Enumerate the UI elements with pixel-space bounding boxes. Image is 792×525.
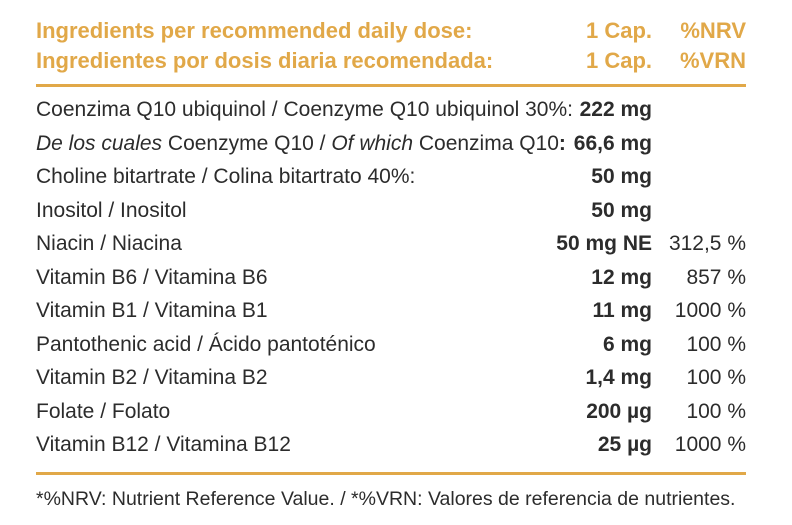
table-row: De los cuales Coenzyme Q10 / Of which Co… xyxy=(36,127,746,161)
ingredient-name-segment: Vitamin B1 / Vitamina B1 xyxy=(36,299,268,322)
ingredient-amount: 6 mg xyxy=(602,332,652,356)
ingredient-amount: 11 mg xyxy=(592,299,652,322)
header-nrv-column-english: %NRV xyxy=(680,18,746,43)
ingredient-name-segment: : xyxy=(558,131,566,155)
ingredient-name-segment: Of which xyxy=(331,131,419,155)
table-row: Folate / Folato 200 µg 100 % xyxy=(36,395,746,429)
ingredient-name: Vitamin B12 / Vitamina B12 xyxy=(36,428,598,462)
ingredient-nrv: 1000 % xyxy=(674,433,746,456)
ingredient-name: Choline bitartrate / Colina bitartrato 4… xyxy=(36,160,591,194)
footnote: *%NRV: Nutrient Reference Value. / *%VRN… xyxy=(36,487,736,510)
ingredient-nrv: 100 % xyxy=(686,332,746,356)
ingredient-name-segment: Vitamin B12 / Vitamina B12 xyxy=(36,433,291,456)
ingredient-name: Niacin / Niacina xyxy=(36,227,556,261)
ingredient-name: Pantothenic acid / Ácido pantoténico xyxy=(36,328,603,362)
ingredient-amount: 12 mg xyxy=(591,265,652,289)
header-title-spanish: Ingredientes por dosis diaria recomendad… xyxy=(36,48,494,73)
ingredient-name: Vitamin B2 / Vitamina B2 xyxy=(36,361,585,395)
ingredient-nrv: 100 % xyxy=(686,366,746,389)
table-row: Niacin / Niacina 50 mg NE 312,5 % xyxy=(36,227,746,261)
ingredient-name-segment: Inositol / Inositol xyxy=(36,198,187,222)
table-row: Vitamin B1 / Vitamina B1 11 mg 1000 % xyxy=(36,294,746,328)
ingredient-amount: 50 mg xyxy=(591,198,652,222)
table-row: Vitamin B12 / Vitamina B12 25 µg 1000 % xyxy=(36,428,746,462)
ingredient-name-segment: Coenzima Q10 xyxy=(418,131,559,155)
ingredient-name-segment: Pantothenic acid / Ácido pantoténico xyxy=(36,332,376,356)
table-row: Inositol / Inositol 50 mg xyxy=(36,194,746,228)
ingredient-amount: 66,6 mg xyxy=(573,131,652,155)
table-row: Coenzima Q10 ubiquinol / Coenzyme Q10 ub… xyxy=(36,93,746,127)
ingredient-name-segment: Folate / Folato xyxy=(36,399,171,423)
table-row: Pantothenic acid / Ácido pantoténico 6 m… xyxy=(36,328,746,362)
ingredient-amount: 1,4 mg xyxy=(585,366,652,389)
ingredient-nrv: 100 % xyxy=(686,399,746,423)
ingredient-name: Coenzima Q10 ubiquinol / Coenzyme Q10 ub… xyxy=(36,93,580,127)
ingredient-name-segment: Choline bitartrate / Colina bitartrato 4… xyxy=(36,165,416,188)
ingredient-amount: 50 mg xyxy=(591,165,652,188)
ingredient-nrv: 312,5 % xyxy=(668,232,746,255)
ingredient-amount: 222 mg xyxy=(579,98,652,121)
ingredient-name-segment: De los cuales xyxy=(36,131,168,155)
header-nrv-column-spanish: %VRN xyxy=(679,48,746,73)
ingredient-amount: 50 mg NE xyxy=(556,232,652,255)
ingredient-nrv: 1000 % xyxy=(674,299,746,322)
header-title-english: Ingredients per recommended daily dose: xyxy=(36,18,473,43)
header-divider xyxy=(36,84,746,87)
ingredient-name: Vitamin B6 / Vitamina B6 xyxy=(36,261,591,295)
table-row: Vitamin B6 / Vitamina B6 12 mg 857 % xyxy=(36,261,746,295)
ingredient-name-segment: Coenzyme Q10 / xyxy=(167,131,332,155)
footer-divider xyxy=(36,471,746,475)
header-dose-column-english: 1 Cap. xyxy=(585,18,652,43)
ingredient-name-segment: Vitamin B2 / Vitamina B2 xyxy=(36,366,268,389)
table-row: Vitamin B2 / Vitamina B2 1,4 mg 100 % xyxy=(36,361,746,395)
ingredient-amount: 200 µg xyxy=(586,399,652,423)
ingredient-name-segment: Coenzima Q10 ubiquinol / Coenzyme Q10 ub… xyxy=(36,98,573,121)
ingredient-name-segment: Vitamin B6 / Vitamina B6 xyxy=(36,265,268,289)
table-row: Choline bitartrate / Colina bitartrato 4… xyxy=(36,160,746,194)
table-header: Ingredients per recommended daily dose: … xyxy=(36,16,746,76)
header-row-english: Ingredients per recommended daily dose: … xyxy=(36,16,746,46)
header-dose-column-spanish: 1 Cap. xyxy=(585,48,652,73)
ingredient-nrv: 857 % xyxy=(686,265,746,289)
ingredient-amount: 25 µg xyxy=(597,433,652,456)
ingredient-name: De los cuales Coenzyme Q10 / Of which Co… xyxy=(36,127,574,161)
ingredient-name: Folate / Folato xyxy=(36,395,586,429)
ingredient-name: Vitamin B1 / Vitamina B1 xyxy=(36,294,592,328)
ingredient-name: Inositol / Inositol xyxy=(36,194,591,228)
header-row-spanish: Ingredientes por dosis diaria recomendad… xyxy=(36,46,746,76)
ingredient-name-segment: Niacin / Niacina xyxy=(36,232,182,255)
ingredient-rows: Coenzima Q10 ubiquinol / Coenzyme Q10 ub… xyxy=(36,87,746,462)
